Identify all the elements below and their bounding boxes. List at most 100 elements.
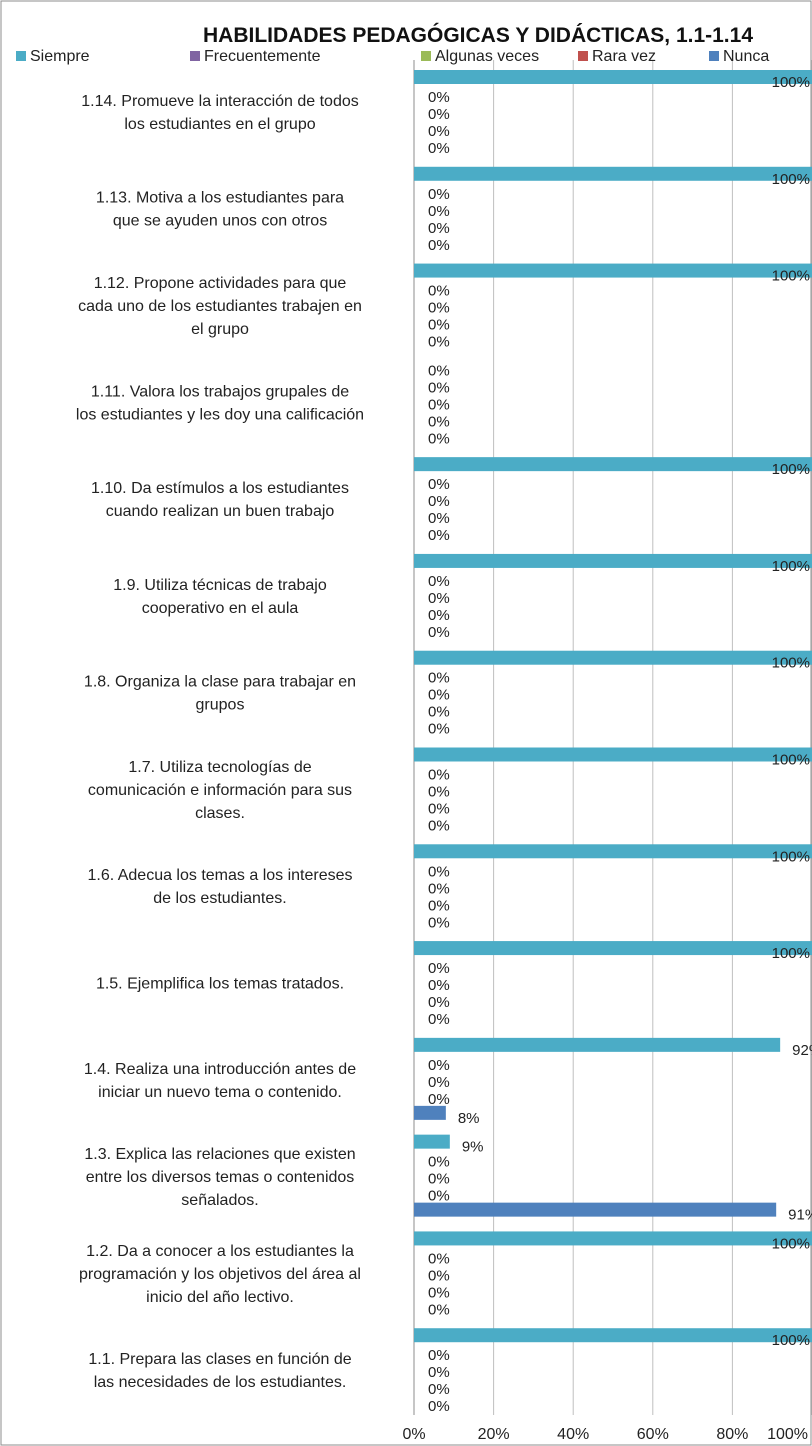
bar — [414, 1328, 812, 1343]
category-label-line: 1.8. Organiza la clase para trabajar en — [84, 674, 356, 691]
category-label-line: los estudiantes en el grupo — [124, 116, 315, 133]
gridlines — [413, 60, 812, 1415]
data-label: 0% — [428, 1250, 450, 1267]
data-label: 9% — [462, 1139, 484, 1156]
data-label: 100% — [772, 848, 810, 865]
data-label: 100% — [772, 1332, 810, 1349]
bars — [414, 70, 812, 1343]
data-label: 0% — [428, 379, 450, 396]
bar — [414, 553, 812, 568]
data-label: 0% — [428, 721, 450, 738]
data-label: 0% — [428, 430, 450, 447]
category-label: 1.1. Prepara las clases en función de las… — [88, 1351, 351, 1391]
data-label: 100% — [772, 655, 810, 672]
data-label: 100% — [772, 1235, 810, 1252]
data-label: 0% — [428, 220, 450, 237]
data-label: 0% — [428, 300, 450, 317]
data-label: 0% — [428, 317, 450, 334]
legend-label: Algunas veces — [435, 48, 539, 65]
data-label: 0% — [428, 140, 450, 157]
data-label: 0% — [428, 476, 450, 493]
data-label: 0% — [428, 784, 450, 801]
bar — [414, 1202, 777, 1217]
bar — [414, 263, 812, 278]
data-label: 0% — [428, 283, 450, 300]
data-label: 0% — [428, 237, 450, 254]
bar — [414, 747, 812, 762]
category-label-line: 1.14. Promueve la interacción de todos — [81, 93, 359, 110]
bar — [414, 1105, 446, 1120]
data-label: 0% — [428, 510, 450, 527]
category-label: 1.8. Organiza la clase para trabajar en g… — [84, 674, 356, 714]
data-label: 0% — [428, 1381, 450, 1398]
category-label-line: 1.4. Realiza una introducción antes de — [84, 1061, 356, 1078]
data-label: 0% — [428, 527, 450, 544]
category-label-line: 1.7. Utiliza tecnologías de — [128, 759, 311, 776]
legend-swatch — [421, 51, 431, 61]
bar — [414, 844, 812, 859]
data-label: 0% — [428, 186, 450, 203]
value-labels: 100%0%0%0%0%100%0%0%0%0%9%0%0%0%91%92%0%… — [428, 74, 812, 1415]
data-label: 0% — [428, 818, 450, 835]
data-label: 0% — [428, 493, 450, 510]
data-label: 91% — [788, 1207, 812, 1224]
x-tick-label: 80% — [716, 1426, 748, 1443]
x-tick-label: 20% — [478, 1426, 510, 1443]
category-label: 1.2. Da a conocer a los estudiantes la pr… — [79, 1243, 361, 1306]
category-label: 1.13. Motiva a los estudiantes para que s… — [96, 190, 344, 230]
category-label: 1.5. Ejemplifica los temas tratados. — [96, 975, 344, 992]
data-label: 0% — [428, 914, 450, 931]
category-label-line: 1.11. Valora los trabajos grupales de — [91, 383, 349, 400]
data-label: 0% — [428, 977, 450, 994]
data-label: 0% — [428, 1057, 450, 1074]
data-label: 0% — [428, 897, 450, 914]
category-label-line: 1.5. Ejemplifica los temas tratados. — [96, 975, 344, 992]
category-label-line: 1.1. Prepara las clases en función de — [88, 1351, 351, 1368]
category-label-line: inicio del año lectivo. — [146, 1289, 294, 1306]
data-label: 0% — [428, 203, 450, 220]
data-label: 100% — [772, 74, 810, 91]
category-label-line: clases. — [195, 805, 245, 822]
legend-swatch — [190, 51, 200, 61]
category-label: 1.9. Utiliza técnicas de trabajo cooperat… — [113, 577, 327, 617]
category-label: 1.3. Explica las relaciones que existen e… — [84, 1146, 355, 1209]
data-label: 100% — [772, 171, 810, 188]
category-label: 1.7. Utiliza tecnologías de comunicación … — [88, 759, 352, 822]
category-label-line: 1.2. Da a conocer a los estudiantes la — [86, 1243, 354, 1260]
category-label: 1.14. Promueve la interacción de todos lo… — [81, 93, 359, 133]
data-label: 0% — [428, 1364, 450, 1381]
category-label-line: iniciar un nuevo tema o contenido. — [98, 1084, 342, 1101]
data-label: 0% — [428, 1347, 450, 1364]
category-label-line: 1.10. Da estímulos a los estudiantes — [91, 480, 349, 497]
data-label: 0% — [428, 1301, 450, 1318]
data-label: 100% — [772, 945, 810, 962]
category-label-line: programación y los objetivos del área al — [79, 1266, 361, 1283]
data-label: 0% — [428, 994, 450, 1011]
category-label-line: señalados. — [181, 1192, 258, 1209]
data-label: 8% — [458, 1110, 480, 1127]
category-label-line: 1.13. Motiva a los estudiantes para — [96, 190, 344, 207]
category-label-line: el grupo — [191, 321, 249, 338]
category-label: 1.6. Adecua los temas a los intereses de … — [87, 867, 352, 907]
data-label: 0% — [428, 670, 450, 687]
data-label: 0% — [428, 1398, 450, 1415]
category-label-line: los estudiantes y les doy una calificaci… — [76, 406, 364, 423]
x-tick-label: 100% — [767, 1426, 808, 1443]
x-tick-label: 40% — [557, 1426, 589, 1443]
legend-swatch — [16, 51, 26, 61]
data-label: 0% — [428, 396, 450, 413]
bar — [414, 1037, 781, 1052]
category-labels: 1.1. Prepara las clases en función de las… — [76, 93, 364, 1391]
bar — [414, 1231, 812, 1246]
data-label: 100% — [772, 268, 810, 285]
bar — [414, 650, 812, 665]
category-label-line: 1.3. Explica las relaciones que existen — [84, 1146, 355, 1163]
data-label: 0% — [428, 590, 450, 607]
category-label: 1.10. Da estímulos a los estudiantes cuan… — [91, 480, 349, 520]
data-label: 0% — [428, 624, 450, 641]
data-label: 0% — [428, 767, 450, 784]
data-label: 0% — [428, 1188, 450, 1205]
category-label-line: 1.12. Propone actividades para que — [94, 275, 347, 292]
category-label-line: 1.6. Adecua los temas a los intereses — [87, 867, 352, 884]
